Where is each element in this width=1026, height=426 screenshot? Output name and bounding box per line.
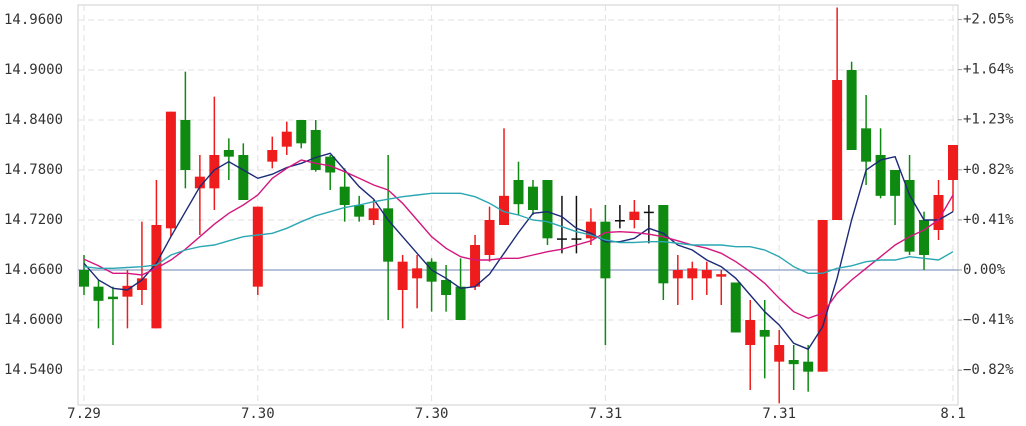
candle-body [339, 186, 350, 205]
y2-tick-label: +0.41% [963, 212, 1014, 228]
y2-tick-label: −0.41% [963, 312, 1014, 328]
candle-body [556, 238, 567, 240]
candle-body [325, 156, 336, 173]
candle-body [861, 128, 872, 162]
candle-body [919, 220, 930, 255]
candle-body [774, 345, 785, 362]
candle-body [354, 205, 365, 217]
candle-body [209, 155, 220, 189]
candle-body [803, 361, 814, 372]
candle-body [470, 245, 481, 287]
candle-body [817, 220, 828, 372]
candle-body [687, 268, 698, 279]
candle-body [223, 150, 234, 157]
candle-body [890, 170, 901, 196]
candle-body [600, 221, 611, 279]
candle-body [93, 286, 104, 301]
candle-body [759, 330, 770, 337]
y2-tick-label: −0.82% [963, 362, 1014, 378]
candle-body [643, 211, 654, 214]
y-tick-label: 14.9000 [4, 62, 63, 78]
x-tick-label: 7.29 [67, 406, 101, 422]
candle-body [194, 176, 205, 189]
x-tick-label: 7.30 [415, 406, 449, 422]
candle-body [484, 220, 495, 255]
candle-body [701, 270, 712, 279]
y-tick-label: 14.7200 [4, 212, 63, 228]
y-tick-label: 14.6600 [4, 262, 63, 278]
candle-body [614, 220, 625, 222]
candle-body [267, 150, 278, 162]
candle-body [180, 120, 191, 170]
candle-body [412, 268, 423, 279]
candle-body [499, 195, 510, 225]
candle-body [136, 278, 147, 290]
candle-body [426, 261, 437, 282]
candle-body [441, 280, 452, 295]
x-tick-label: 8.1 [940, 406, 965, 422]
candle-body [397, 261, 408, 290]
candle-body [846, 70, 857, 150]
candle-body [455, 286, 466, 320]
candle-body [948, 145, 958, 180]
y-tick-label: 14.8400 [4, 112, 63, 128]
candle-body [107, 296, 118, 300]
y2-tick-label: +1.64% [963, 62, 1014, 78]
candle-body [875, 155, 886, 196]
candle-body [933, 195, 944, 230]
candle-body [629, 211, 640, 220]
x-tick-label: 7.31 [762, 406, 796, 422]
candle-body [310, 130, 321, 170]
moving-average-line [83, 159, 954, 320]
candle-body [788, 360, 799, 365]
candle-body [571, 238, 582, 240]
candle-body [585, 221, 596, 239]
y-tick-label: 14.9600 [4, 12, 63, 28]
candle-body [527, 186, 538, 210]
candle-body [165, 111, 176, 229]
y2-tick-label: 0.00% [963, 262, 1006, 278]
candle-body [513, 180, 524, 205]
candle-body [745, 320, 756, 345]
moving-average-line [83, 152, 954, 351]
candle-body [716, 274, 727, 277]
candle-body [281, 131, 292, 147]
plot-frame [77, 4, 959, 406]
candle-body [296, 120, 307, 144]
candle-body [730, 282, 741, 333]
y2-tick-label: +2.05% [963, 12, 1014, 28]
candle-body [151, 225, 162, 329]
y2-tick-label: +1.23% [963, 112, 1014, 128]
moving-average-line [83, 192, 954, 274]
candle-body [252, 206, 263, 287]
candle-body [672, 270, 683, 279]
candle-body [658, 205, 669, 284]
candle-body [238, 155, 249, 200]
candle-body [368, 208, 379, 220]
candle-body [383, 208, 394, 262]
candle-body [832, 80, 843, 220]
candle-body [122, 285, 133, 297]
y-tick-label: 14.6000 [4, 312, 63, 328]
y2-tick-label: +0.82% [963, 162, 1014, 178]
x-tick-label: 7.30 [241, 406, 275, 422]
x-tick-label: 7.31 [589, 406, 623, 422]
y-tick-label: 14.5400 [4, 362, 63, 378]
y-tick-label: 14.7800 [4, 162, 63, 178]
candle-body [79, 270, 89, 287]
candle-body [904, 180, 915, 252]
candle-body [542, 180, 553, 239]
